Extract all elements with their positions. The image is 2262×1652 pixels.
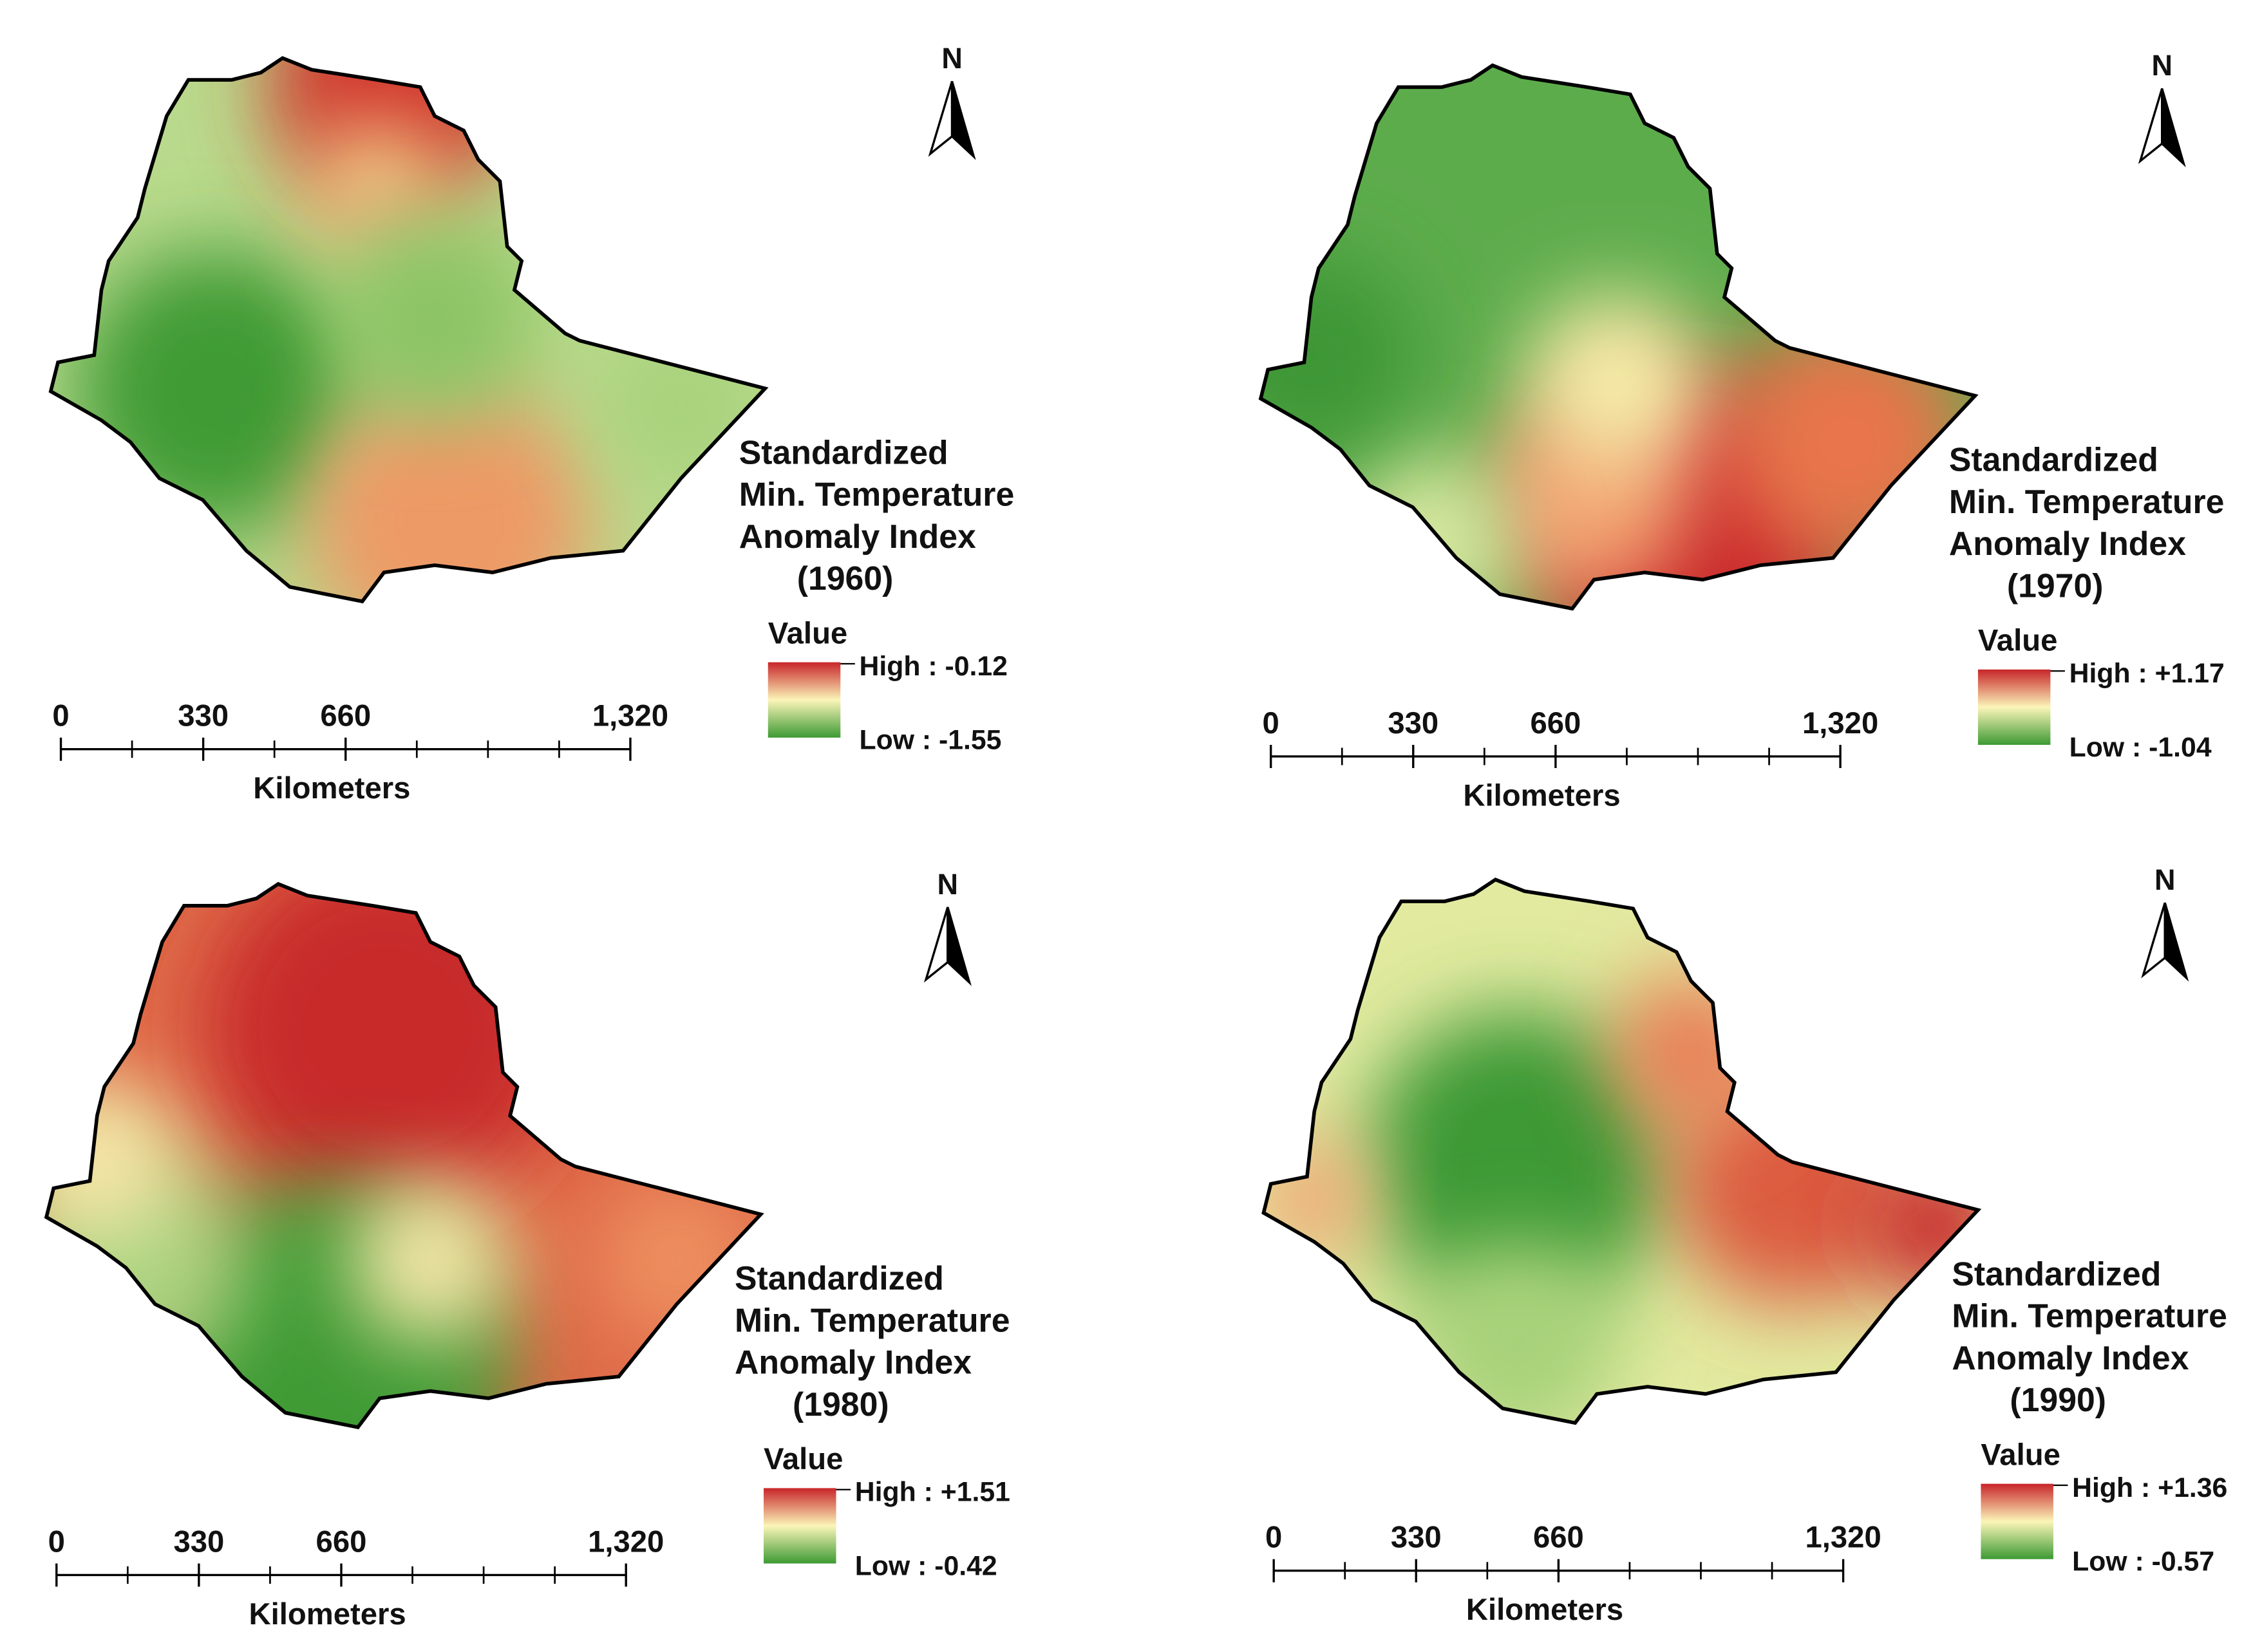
scale-label: 1,320 (1805, 1521, 1881, 1555)
scale-label: 0 (52, 699, 69, 733)
legend-low: Low : -1.04 (2069, 732, 2212, 763)
scale-label: 0 (1265, 1521, 1282, 1555)
legend-high: High : +1.17 (2069, 658, 2225, 689)
legend-title: (1970) (2007, 567, 2104, 604)
legend-title: Min. Temperature (735, 1301, 1010, 1338)
scale-label: 330 (173, 1525, 224, 1559)
legend-value-label: Value (764, 1442, 843, 1476)
legend-ramp (1981, 1483, 2053, 1559)
scale-label: 330 (178, 699, 229, 733)
map-panel: N Standardized Min. Temperature Anomaly Ind… (0, 42, 1015, 805)
legend-low: Low : -1.55 (860, 725, 1002, 756)
north-label: N (2151, 49, 2172, 82)
legend-title: Anomaly Index (739, 518, 976, 555)
scale-label: 0 (48, 1525, 65, 1559)
legend-title: Min. Temperature (1949, 483, 2225, 520)
scale-label: 660 (1533, 1521, 1584, 1555)
legend-title: Anomaly Index (735, 1344, 972, 1381)
legend-high: High : +1.36 (2072, 1472, 2227, 1503)
scale-unit: Kilometers (249, 1597, 406, 1631)
north-label: N (2154, 863, 2176, 896)
scale-unit: Kilometers (1466, 1593, 1623, 1627)
map-fill (1263, 879, 1978, 1423)
north-arrow (2141, 902, 2166, 979)
map-panel: N Standardized Min. Temperature Anomaly Ind… (0, 868, 1010, 1631)
map-fill (1260, 65, 1975, 609)
north-arrow-dark (2163, 902, 2189, 982)
north-arrow (923, 906, 949, 983)
legend-title: Standardized (1949, 441, 2158, 478)
scale-label: 0 (1263, 706, 1279, 740)
north-arrow (928, 80, 954, 157)
north-arrow-dark (950, 80, 976, 160)
legend-title: Standardized (735, 1259, 944, 1297)
scale-label: 660 (316, 1525, 367, 1559)
scale-label: 330 (1391, 1521, 1442, 1555)
legend-value-label: Value (768, 616, 847, 650)
north-arrow-dark (947, 906, 972, 986)
north-label: N (938, 868, 958, 901)
legend-title: (1990) (2010, 1381, 2106, 1418)
map-fill (50, 58, 766, 602)
legend-low: Low : -0.57 (2072, 1546, 2214, 1577)
scale-label: 660 (320, 699, 371, 733)
scale-unit: Kilometers (253, 771, 410, 805)
legend-title: Standardized (739, 433, 948, 471)
legend-title: (1980) (793, 1385, 889, 1423)
legend-title: Standardized (1952, 1255, 2161, 1292)
legend-title: (1960) (797, 559, 894, 597)
legend-ramp (768, 662, 841, 738)
north-label: N (941, 42, 963, 75)
legend-value-label: Value (1981, 1438, 2060, 1472)
legend-title: Anomaly Index (1949, 525, 2186, 562)
legend-ramp (764, 1488, 836, 1564)
legend-value-label: Value (1978, 624, 2057, 658)
legend-ramp (1977, 669, 2051, 745)
map-panel: N Standardized Min. Temperature Anomaly Ind… (1210, 49, 2225, 812)
scale-unit: Kilometers (1463, 778, 1620, 812)
legend-low: Low : -0.42 (855, 1550, 997, 1581)
map-panel: N Standardized Min. Temperature Anomaly Ind… (1213, 863, 2227, 1627)
legend-title: Min. Temperature (739, 476, 1015, 513)
scale-label: 1,320 (1802, 706, 1878, 740)
legend-title: Anomaly Index (1952, 1339, 2189, 1376)
legend-high: High : +1.51 (855, 1477, 1010, 1508)
scale-label: 1,320 (592, 699, 668, 733)
scale-label: 330 (1388, 706, 1438, 740)
legend-high: High : -0.12 (860, 651, 1008, 682)
scale-label: 1,320 (588, 1525, 664, 1559)
north-arrow (2138, 88, 2163, 164)
scale-label: 660 (1530, 706, 1581, 740)
north-arrow-dark (2161, 88, 2186, 167)
legend-title: Min. Temperature (1952, 1297, 2227, 1335)
map-fill (46, 884, 761, 1427)
